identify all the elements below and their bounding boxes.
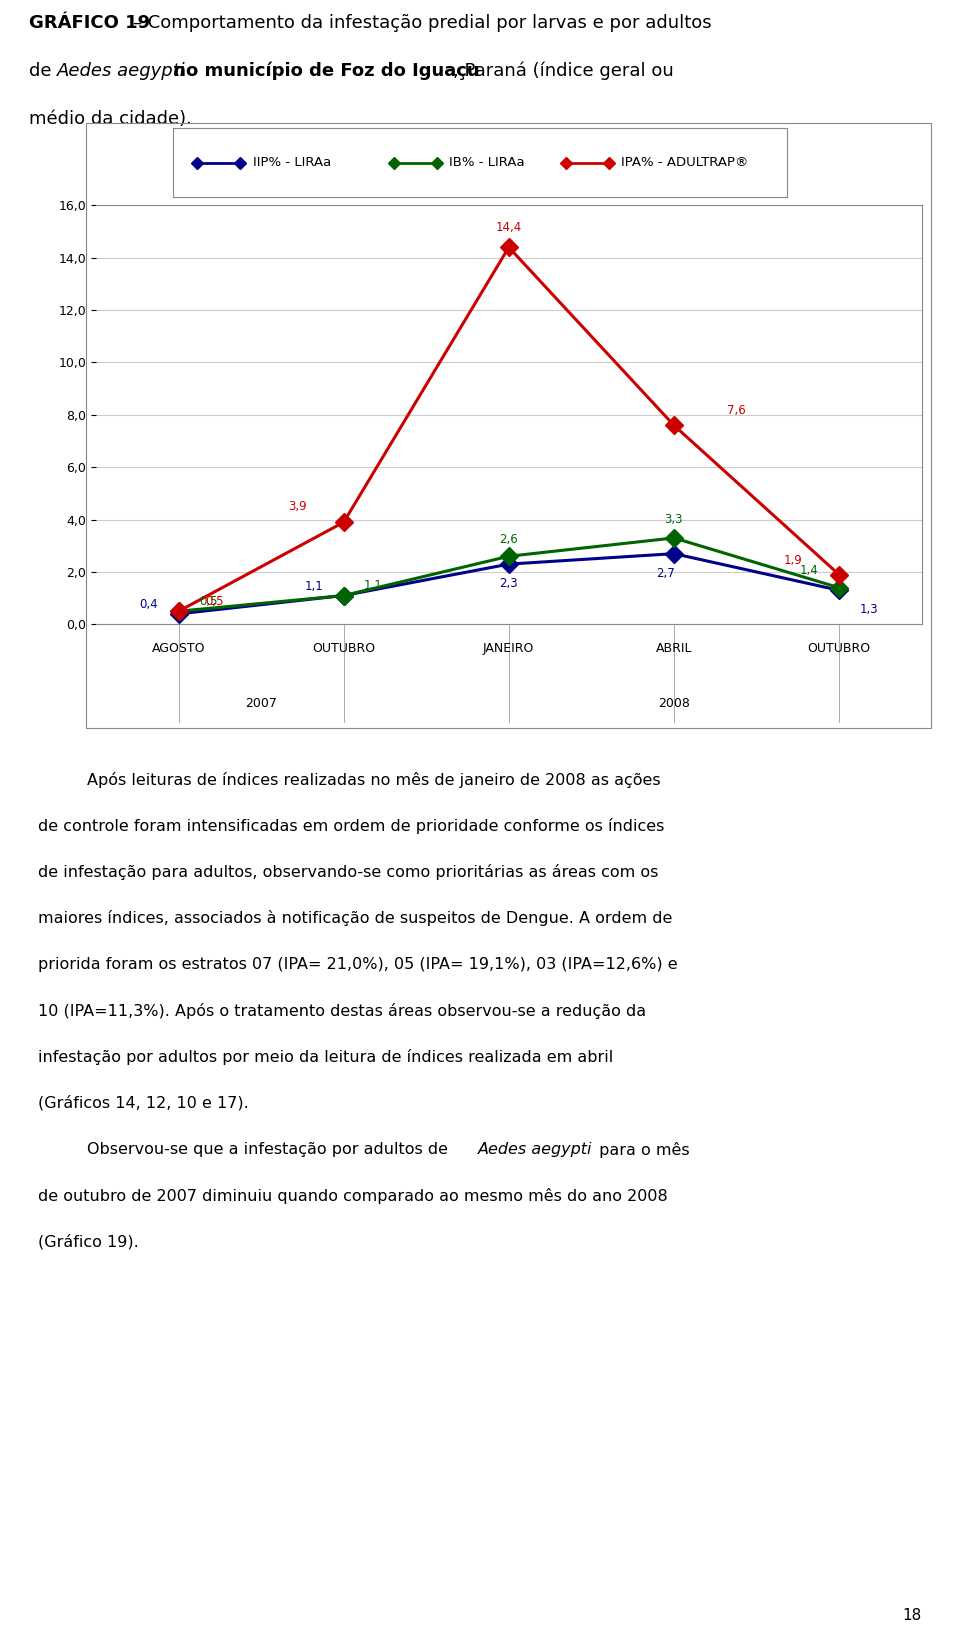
Text: 18: 18 (902, 1608, 922, 1623)
Text: IIP% - LIRAa: IIP% - LIRAa (252, 156, 331, 169)
Text: Aedes aegypti: Aedes aegypti (57, 61, 185, 79)
Text: Aedes aegypti: Aedes aegypti (478, 1142, 592, 1157)
Text: Após leituras de índices realizadas no mês de janeiro de 2008 as ações: Após leituras de índices realizadas no m… (87, 772, 660, 787)
Text: OUTUBRO: OUTUBRO (807, 642, 871, 656)
Text: (Gráfico 19).: (Gráfico 19). (38, 1234, 139, 1250)
Text: 2,6: 2,6 (499, 532, 518, 545)
Text: para o mês: para o mês (593, 1142, 689, 1158)
Text: GRÁFICO 19: GRÁFICO 19 (29, 13, 150, 31)
Text: 2,7: 2,7 (657, 567, 675, 580)
Text: IB% - LIRAa: IB% - LIRAa (449, 156, 525, 169)
Text: 1,3: 1,3 (859, 603, 878, 616)
Text: 2008: 2008 (658, 697, 690, 710)
Text: 7,6: 7,6 (728, 404, 746, 417)
Text: OUTUBRO: OUTUBRO (312, 642, 375, 656)
Text: 0,4: 0,4 (139, 598, 158, 611)
Text: maiores índices, associados à notificação de suspeitos de Dengue. A ordem de: maiores índices, associados à notificaçã… (38, 910, 673, 927)
Text: de controle foram intensificadas em ordem de prioridade conforme os índices: de controle foram intensificadas em orde… (38, 818, 664, 833)
Text: , Paraná (índice geral ou: , Paraná (índice geral ou (453, 61, 674, 81)
Text: de infestação para adultos, observando-se como prioritárias as áreas com os: de infestação para adultos, observando-s… (38, 864, 659, 881)
Text: 14,4: 14,4 (495, 222, 522, 235)
Text: 2,3: 2,3 (499, 577, 518, 590)
Text: infestação por adultos por meio da leitura de índices realizada em abril: infestação por adultos por meio da leitu… (38, 1050, 613, 1065)
Text: JANEIRO: JANEIRO (483, 642, 535, 656)
Text: de outubro de 2007 diminuiu quando comparado ao mesmo mês do ano 2008: de outubro de 2007 diminuiu quando compa… (38, 1188, 668, 1204)
Text: 1,1: 1,1 (364, 578, 383, 591)
Text: ABRIL: ABRIL (656, 642, 692, 656)
Text: 2007: 2007 (245, 697, 277, 710)
Text: de: de (29, 61, 57, 79)
Text: 1,4: 1,4 (800, 564, 819, 577)
Text: 1,9: 1,9 (783, 554, 803, 567)
Text: médio da cidade).: médio da cidade). (29, 110, 192, 128)
Text: 3,9: 3,9 (288, 499, 307, 513)
Text: priorida foram os estratos 07 (IPA= 21,0%), 05 (IPA= 19,1%), 03 (IPA=12,6%) e: priorida foram os estratos 07 (IPA= 21,0… (38, 956, 678, 971)
Text: no município de Foz do Iguaçu: no município de Foz do Iguaçu (167, 61, 479, 81)
Text: 3,3: 3,3 (664, 513, 684, 526)
Text: (Gráficos 14, 12, 10 e 17).: (Gráficos 14, 12, 10 e 17). (38, 1096, 250, 1111)
Text: AGOSTO: AGOSTO (152, 642, 205, 656)
Text: IPA% - ADULTRAP®: IPA% - ADULTRAP® (621, 156, 749, 169)
Text: 1,1: 1,1 (304, 580, 324, 593)
Text: 0,5: 0,5 (199, 595, 218, 608)
Text: 10 (IPA=11,3%). Após o tratamento destas áreas observou-se a redução da: 10 (IPA=11,3%). Após o tratamento destas… (38, 1002, 646, 1019)
Text: – Comportamento da infestação predial por larvas e por adultos: – Comportamento da infestação predial po… (132, 13, 711, 31)
Text: 0,5: 0,5 (205, 595, 224, 608)
Text: Observou-se que a infestação por adultos de: Observou-se que a infestação por adultos… (87, 1142, 453, 1157)
